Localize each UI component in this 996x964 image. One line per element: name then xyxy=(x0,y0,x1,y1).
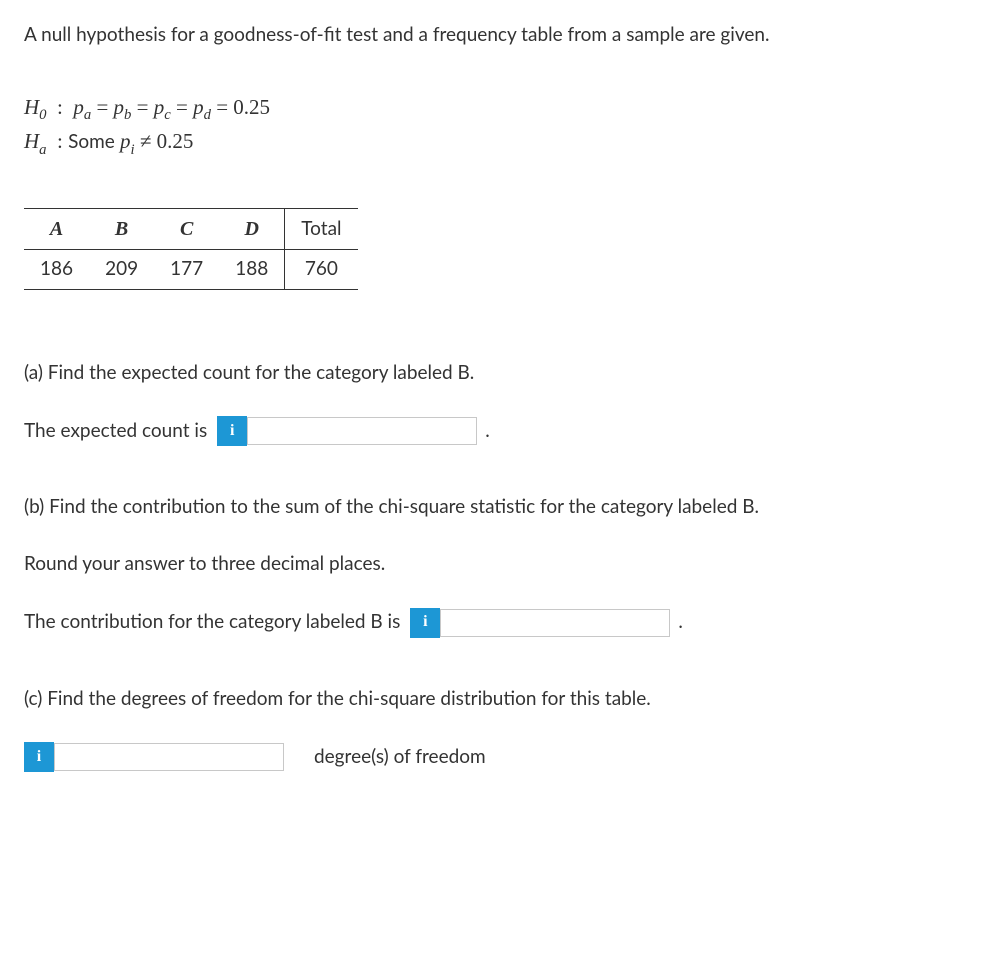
period: . xyxy=(678,609,682,636)
alt-hypothesis: Ha : Some pi ≠ 0.25 xyxy=(24,127,974,160)
part-c: (c) Find the degrees of freedom for the … xyxy=(24,686,974,773)
dof-suffix: degree(s) of freedom xyxy=(314,744,486,771)
cell-d: 188 xyxy=(219,250,285,290)
period: . xyxy=(485,418,489,445)
contribution-input[interactable] xyxy=(440,609,670,637)
part-b-prompt: (b) Find the contribution to the sum of … xyxy=(24,494,974,521)
col-header-a: A xyxy=(24,209,89,250)
info-icon[interactable]: i xyxy=(24,742,54,772)
cell-total: 760 xyxy=(285,250,358,290)
null-hypothesis: H0 : pa = pb = pc = pd = 0.25 xyxy=(24,93,974,126)
table-data-row: 186 209 177 188 760 xyxy=(24,250,358,290)
col-header-c: C xyxy=(154,209,219,250)
part-c-prompt: (c) Find the degrees of freedom for the … xyxy=(24,686,974,713)
cell-b: 209 xyxy=(89,250,154,290)
table-header-row: A B C D Total xyxy=(24,209,358,250)
part-a-answer-label: The expected count is xyxy=(24,418,207,445)
h0-value: 0.25 xyxy=(233,95,270,119)
part-b: (b) Find the contribution to the sum of … xyxy=(24,494,974,637)
col-header-total: Total xyxy=(285,209,358,250)
part-a: (a) Find the expected count for the cate… xyxy=(24,360,974,447)
part-b-answer-label: The contribution for the category labele… xyxy=(24,609,400,636)
intro-text: A null hypothesis for a goodness-of-fit … xyxy=(24,22,974,49)
info-icon[interactable]: i xyxy=(217,416,247,446)
cell-a: 186 xyxy=(24,250,89,290)
ha-value: 0.25 xyxy=(157,129,194,153)
frequency-table: A B C D Total 186 209 177 188 760 xyxy=(24,208,358,290)
col-header-d: D xyxy=(219,209,285,250)
part-b-round-note: Round your answer to three decimal place… xyxy=(24,551,974,578)
ha-some-text: Some xyxy=(68,130,115,153)
col-header-b: B xyxy=(89,209,154,250)
cell-c: 177 xyxy=(154,250,219,290)
part-a-prompt: (a) Find the expected count for the cate… xyxy=(24,360,974,387)
expected-count-input[interactable] xyxy=(247,417,477,445)
degrees-of-freedom-input[interactable] xyxy=(54,743,284,771)
hypotheses-block: H0 : pa = pb = pc = pd = 0.25 Ha : Some … xyxy=(24,93,974,161)
info-icon[interactable]: i xyxy=(410,608,440,638)
